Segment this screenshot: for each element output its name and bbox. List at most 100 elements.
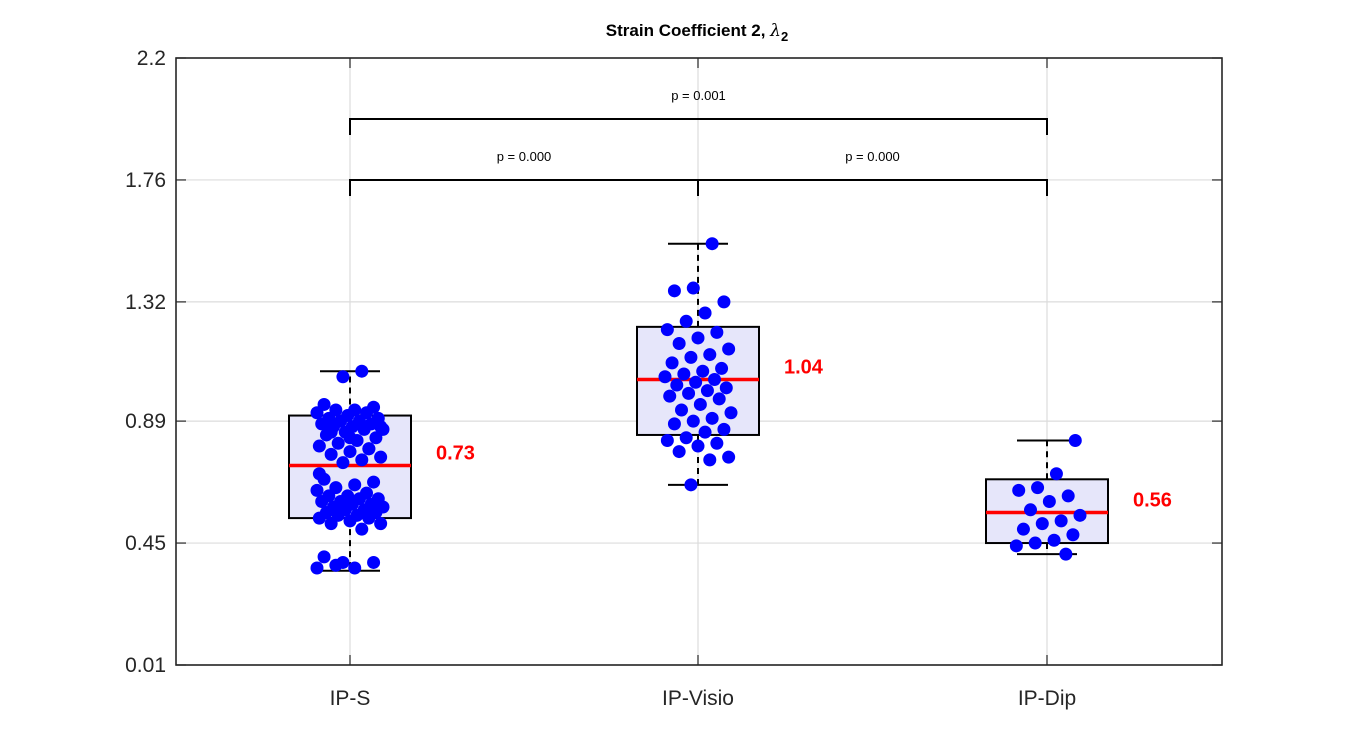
data-point (679, 431, 693, 445)
data-point (1031, 481, 1045, 495)
data-point (710, 436, 724, 450)
data-point (312, 439, 326, 453)
data-point (710, 325, 724, 339)
data-point (1012, 483, 1026, 497)
data-point (374, 420, 388, 434)
data-point (708, 373, 721, 387)
data-point (371, 492, 385, 506)
data-point (703, 348, 717, 362)
data-point (367, 475, 381, 489)
data-point (698, 306, 712, 320)
significance-bracket (697, 178, 1048, 196)
data-point (336, 555, 350, 569)
data-point (343, 431, 357, 445)
data-point (703, 453, 717, 467)
data-point (310, 561, 324, 575)
data-point (686, 414, 700, 428)
data-point (374, 517, 388, 531)
data-point (717, 422, 731, 436)
data-point (1028, 536, 1042, 550)
data-point (696, 364, 710, 378)
data-point (348, 561, 362, 575)
axes-frame (175, 57, 1223, 666)
p-value-label: p = 0.000 (845, 149, 900, 164)
data-point (1042, 494, 1056, 508)
data-point (660, 433, 674, 447)
data-point (682, 386, 696, 400)
data-point (329, 403, 343, 417)
data-point (672, 336, 686, 350)
data-point (312, 467, 326, 481)
data-point (722, 342, 736, 356)
data-point (677, 367, 691, 381)
data-point (684, 478, 698, 492)
data-point (712, 392, 726, 406)
data-point (684, 350, 698, 364)
y-tick-label: 0.45 (125, 532, 166, 555)
data-point (724, 406, 738, 420)
data-point (693, 397, 707, 411)
data-point (362, 442, 376, 456)
median-label: 0.73 (436, 442, 475, 464)
p-value-label: p = 0.000 (497, 149, 552, 164)
data-point (679, 314, 693, 328)
data-point (374, 450, 388, 464)
data-point (686, 281, 700, 295)
y-tick-label: 0.89 (125, 410, 166, 433)
data-points (310, 237, 1087, 575)
data-point (324, 425, 338, 439)
data-point (1054, 514, 1068, 528)
data-point (660, 323, 674, 337)
data-point (355, 364, 369, 378)
data-point (667, 284, 681, 298)
data-point (317, 550, 331, 564)
p-value-label: p = 0.001 (671, 88, 726, 103)
significance-bracket (349, 117, 1048, 135)
data-point (672, 445, 686, 459)
data-point (317, 397, 331, 411)
data-point (343, 445, 357, 459)
data-point (675, 403, 688, 417)
data-point (1035, 517, 1049, 531)
significance-brackets: p = 0.000 p = 0.000 p = 0.001 (349, 88, 1048, 196)
data-point (722, 450, 736, 464)
data-point (691, 439, 705, 453)
data-point (341, 489, 355, 503)
data-point (367, 400, 381, 414)
data-point (336, 370, 350, 384)
data-point (1066, 528, 1080, 542)
y-tick-label: 0.01 (125, 654, 166, 677)
chart-title: Strain Coefficient 2, λ2 (606, 21, 788, 44)
data-point (705, 237, 719, 251)
data-point (1049, 467, 1063, 481)
data-point (367, 555, 381, 569)
data-point (1047, 533, 1061, 547)
data-point (1016, 522, 1030, 536)
y-tick-label: 1.32 (125, 291, 166, 314)
median-label: 0.56 (1133, 490, 1172, 512)
x-tick-label: IP-Dip (1018, 687, 1076, 710)
data-point (1009, 539, 1023, 553)
data-point (670, 378, 684, 392)
data-point (698, 425, 712, 439)
median-label: 1.04 (784, 357, 824, 379)
x-tick-label: IP-S (330, 687, 371, 710)
data-point (348, 478, 362, 492)
axis-ticks: 0.01 0.45 0.89 1.32 1.76 2.2 IP-S IP-Visio IP-Di… (125, 47, 1222, 710)
data-point (1073, 508, 1087, 522)
data-point (1059, 547, 1073, 561)
y-tick-label: 1.76 (125, 169, 166, 192)
data-point (689, 375, 703, 389)
data-point (348, 403, 362, 417)
data-point (700, 384, 714, 398)
data-point (329, 481, 343, 495)
data-point (1024, 503, 1037, 517)
data-point (336, 456, 350, 470)
data-point (658, 370, 672, 384)
data-point (663, 389, 677, 403)
y-tick-label: 2.2 (137, 47, 166, 70)
data-point (667, 417, 681, 431)
data-point (360, 486, 373, 500)
data-point (1068, 433, 1082, 447)
